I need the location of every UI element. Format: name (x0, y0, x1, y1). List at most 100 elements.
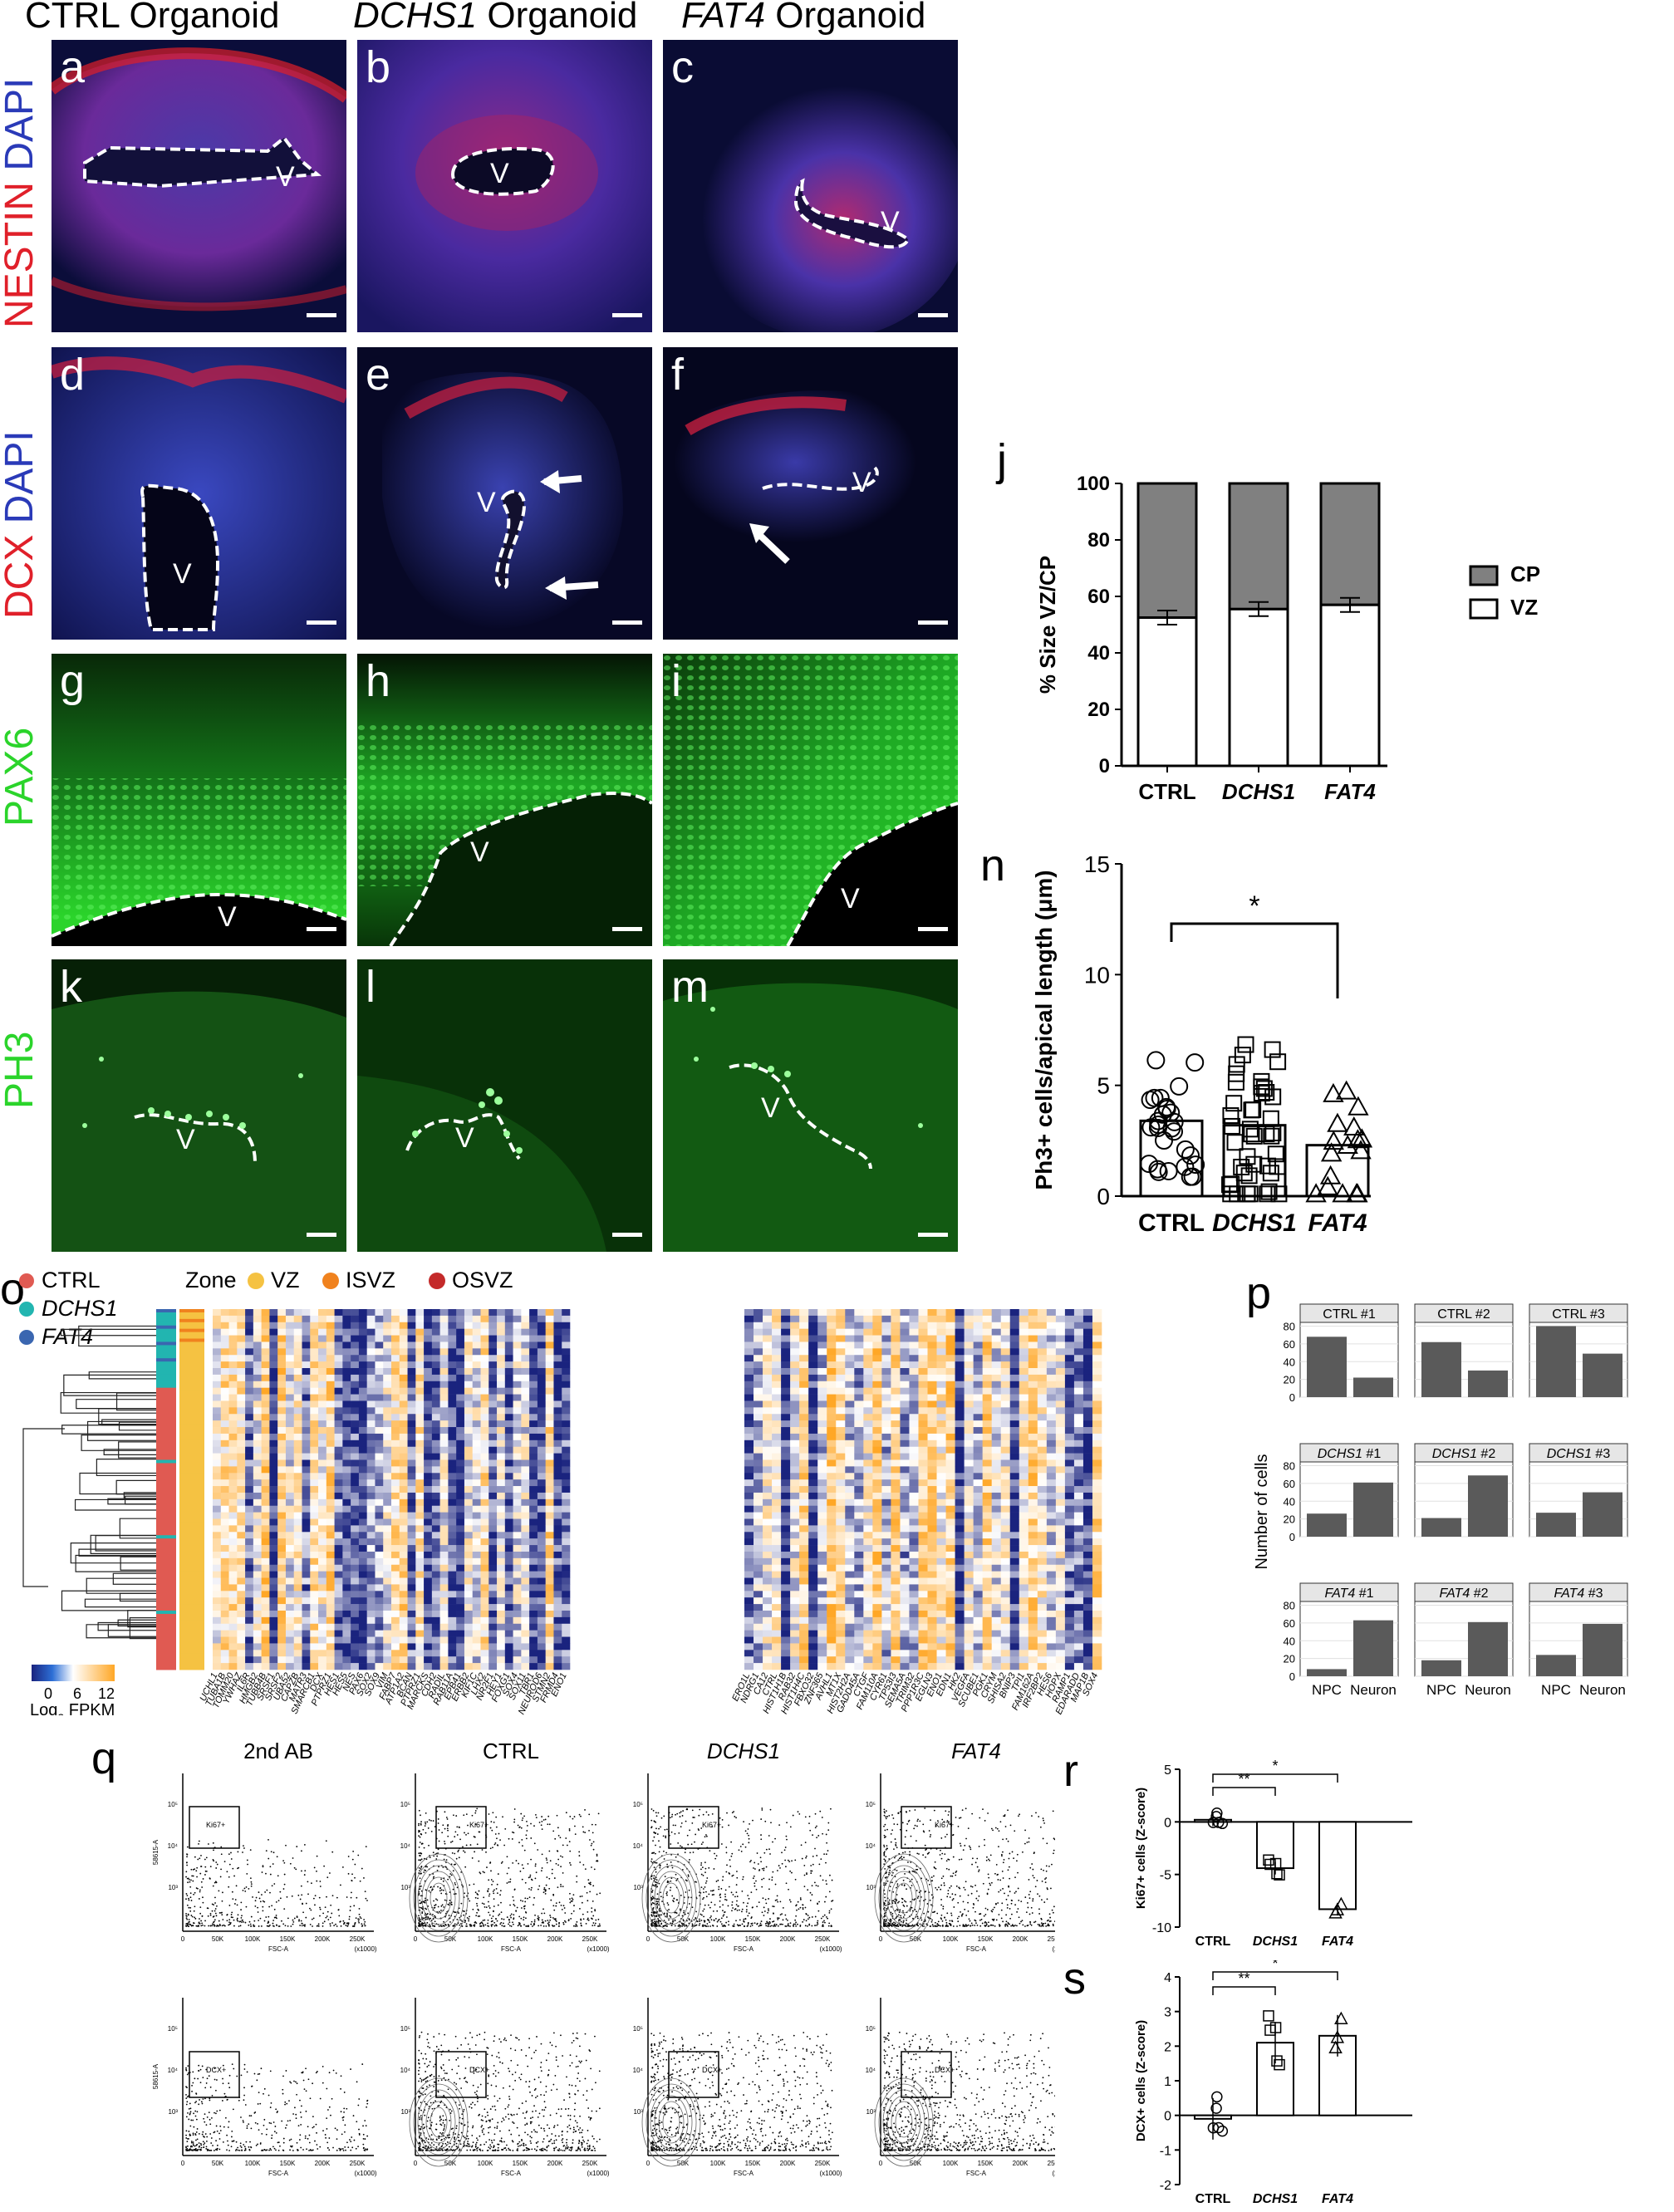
y-tick-label: 15 (1084, 851, 1110, 877)
density-contour (641, 2077, 701, 2167)
data-point (1243, 1101, 1260, 1119)
data-point (1262, 1165, 1279, 1182)
y-tick-label: -10 (1152, 1921, 1171, 1935)
x-tick-label: FAT4 (1322, 1935, 1353, 1949)
y-tick-label: 20 (1284, 1513, 1295, 1526)
data-point (1155, 1131, 1174, 1150)
x-tick-label: 50K (444, 2160, 457, 2167)
micrograph-h: h V (357, 654, 652, 946)
data-point (1258, 1084, 1275, 1101)
y-tick-label: 40 (1284, 1495, 1295, 1508)
y-tick-label: 3 (1164, 2006, 1171, 2020)
gate (189, 2051, 240, 2098)
data-point (1228, 1065, 1245, 1082)
y-tick-label: 20 (1087, 699, 1110, 721)
x-tick-label: 0 (879, 2160, 883, 2167)
zone-legend-dot (429, 1273, 445, 1289)
y-tick-label: -5 (1160, 1869, 1171, 1883)
y-tick-label: 20 (1284, 1374, 1295, 1386)
micrograph-g: g V (52, 654, 346, 946)
data-point (1305, 1183, 1327, 1203)
x-tick-label: 50K (444, 1935, 457, 1943)
data-point (1141, 1118, 1161, 1137)
column-title-fat4: FAT4 Organoid (681, 0, 926, 36)
panel-letter-f: f (671, 350, 685, 400)
micrograph-e: e V (357, 347, 652, 640)
x-axis-label: FSC-A (734, 2170, 754, 2177)
data-point (1235, 1165, 1253, 1182)
colorbar-tick: 0 (44, 1685, 52, 1702)
colorbar (32, 1665, 115, 1681)
gate (435, 2051, 487, 2098)
legend-label: CP (1510, 562, 1540, 586)
mean-bar (1318, 1821, 1357, 1910)
x-axis-unit: (x1000) (1052, 2170, 1055, 2177)
x-tick-label: 100K (710, 2160, 726, 2167)
density-contour (662, 2107, 680, 2138)
y-tick-label: 10⁵ (400, 2025, 410, 2033)
ventricle-label: V (455, 1122, 474, 1154)
ventricle-label: V (218, 901, 237, 933)
density-contour (874, 2077, 934, 2167)
data-point (1241, 1121, 1259, 1138)
density-contour (882, 2089, 925, 2156)
bar-vz (1319, 603, 1381, 768)
data-point (1351, 1128, 1373, 1148)
gate (435, 1806, 487, 1849)
micrograph-k: k V (52, 959, 346, 1252)
data-point (1225, 1095, 1243, 1112)
x-tick-label: 250K (1048, 1935, 1055, 1943)
x-tick-label: DCHS1 (1212, 1209, 1297, 1237)
density-contour (430, 1882, 448, 1914)
ventricle-label: V (852, 467, 871, 498)
gate (668, 2051, 719, 2098)
y-axis-label: DCX+ cells (Z-score) (1134, 2020, 1148, 2141)
x-tick-label: 150K (978, 2160, 994, 2167)
density-contour (425, 1876, 452, 1920)
data-point (1222, 1185, 1240, 1203)
x-tick-label: 0 (879, 1935, 883, 1943)
ventricle-label: V (490, 158, 509, 189)
x-tick-label: DCHS1 (1253, 2192, 1298, 2206)
event-dots (185, 2063, 369, 2151)
count-bar (1307, 1513, 1347, 1537)
zone-legend-label: VZ (271, 1268, 300, 1292)
x-tick-label: DCHS1 (1253, 1935, 1298, 1949)
data-point (1234, 1047, 1251, 1064)
density-contour (886, 2095, 921, 2150)
scale-bar (918, 1233, 948, 1237)
y-tick-label: 60 (1284, 1617, 1295, 1630)
data-point (1239, 1185, 1256, 1203)
density-contour (895, 1882, 913, 1914)
zone-annotation-strip (179, 1309, 204, 1670)
scatter-bar-chart-n: 0 5 10 15 Ph3+ cells/apical length (μm) CTRL D… (1031, 851, 1373, 1237)
data-point (1274, 1869, 1285, 1881)
data-point (1245, 1155, 1263, 1173)
data-point (1348, 1096, 1369, 1116)
data-point (1186, 1053, 1205, 1072)
facet-title: CTRL #1 (1323, 1307, 1376, 1322)
x-tick-label: 100K (478, 1935, 493, 1943)
x-axis-unit: (x1000) (587, 2170, 609, 2177)
x-tick-label: 250K (582, 1935, 598, 1943)
y-axis-label: 58615-A (152, 1839, 160, 1865)
micrograph-a: a V (52, 40, 346, 332)
x-tick-label: 200K (780, 2160, 796, 2167)
group-legend-label: FAT4 (42, 1324, 93, 1349)
data-point (1347, 1183, 1368, 1203)
panel-letter-r: r (1063, 1746, 1078, 1796)
row-label-nestin-dapi: NESTIN DAPI (0, 77, 42, 328)
legend-swatch (1469, 598, 1499, 620)
y-tick-label: 10⁴ (168, 1842, 179, 1850)
facet-title: FAT4 #2 (1440, 1587, 1489, 1601)
gate-label: Ki67+ (469, 1821, 488, 1829)
y-tick-label: 10⁴ (633, 1842, 644, 1850)
scale-bar (307, 313, 336, 317)
data-point (1259, 1185, 1276, 1203)
data-point (1323, 1131, 1344, 1150)
data-point (1274, 2058, 1285, 2071)
y-tick-label: 10⁴ (400, 2067, 411, 2074)
data-point (1227, 1073, 1244, 1091)
micrograph-m: m V (663, 959, 958, 1252)
x-tick-label: 0 (414, 2160, 418, 2167)
